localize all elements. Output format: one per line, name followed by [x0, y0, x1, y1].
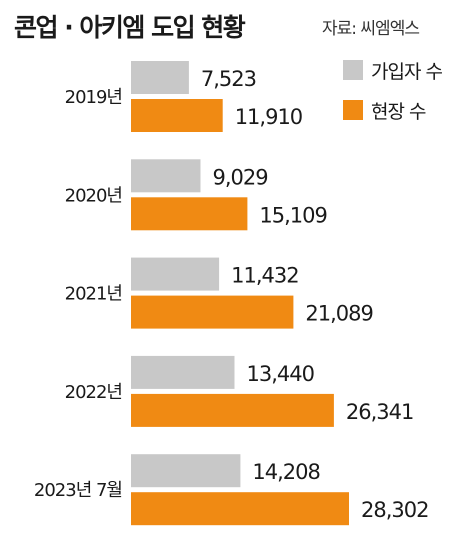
value-label-subscribers: 13,440: [247, 362, 314, 386]
value-label-sites: 11,910: [235, 105, 302, 129]
legend: 가입자 수 현장 수: [343, 58, 443, 138]
category-label: 2021년: [65, 284, 122, 305]
bar-sites: [131, 492, 349, 526]
legend-item-subscribers: 가입자 수: [343, 58, 443, 83]
bar-sites: [131, 393, 334, 427]
bar-subscribers: [131, 454, 241, 488]
category-label: 2020년: [65, 185, 122, 206]
legend-swatch-subscribers: [343, 60, 363, 80]
legend-swatch-sites: [343, 100, 363, 120]
category-label: 2023년 7월: [34, 480, 122, 501]
value-label-sites: 15,109: [259, 203, 326, 227]
value-label-sites: 28,302: [361, 498, 428, 522]
legend-label-subscribers: 가입자 수: [371, 60, 443, 83]
bar-sites: [131, 295, 294, 329]
value-label-subscribers: 14,208: [252, 460, 319, 484]
value-label-subscribers: 11,432: [231, 264, 298, 288]
page-title: 콘업 · 아키엠 도입 현황: [14, 13, 246, 42]
legend-item-sites: 현장 수: [343, 98, 442, 123]
value-label-sites: 26,341: [346, 400, 413, 424]
value-label-subscribers: 7,523: [201, 67, 256, 91]
value-label-sites: 21,089: [305, 302, 372, 326]
bar-subscribers: [131, 257, 220, 291]
bar-sites: [131, 197, 248, 231]
bar-sites: [131, 99, 223, 132]
value-label-subscribers: 9,029: [213, 165, 268, 189]
source-note: 자료: 씨엠엑스: [322, 19, 420, 39]
bar-subscribers: [131, 159, 201, 193]
bar-subscribers: [131, 61, 189, 94]
bar-subscribers: [131, 355, 235, 389]
category-label: 2019년: [65, 87, 122, 108]
legend-label-sites: 현장 수: [371, 100, 426, 123]
category-label: 2022년: [65, 382, 122, 403]
